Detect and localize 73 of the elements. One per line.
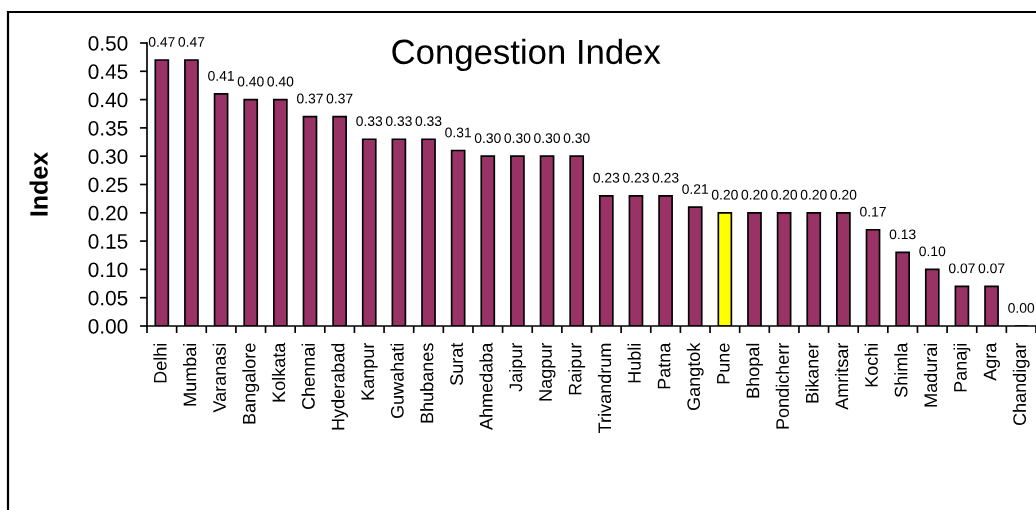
y-tick-label: 0.35 — [88, 120, 128, 136]
data-label: 0.17 — [860, 206, 886, 217]
data-label: 0.21 — [682, 184, 709, 194]
data-label: 0.07 — [978, 263, 1005, 274]
x-tick-label: Guwahati — [390, 343, 404, 419]
x-tick-label: Kochi — [864, 343, 878, 387]
data-label: 0.40 — [267, 76, 294, 87]
x-tick-label: Delhi — [153, 343, 167, 383]
x-tick-label: Chennai — [301, 343, 315, 409]
y-tick-label: 0.25 — [88, 177, 128, 193]
chart-title: Congestion Index — [392, 38, 661, 72]
x-tick-label: Hubli — [627, 343, 641, 383]
x-tick-label: Raipur — [568, 342, 586, 395]
x-tick-label: Shimla — [894, 342, 908, 398]
data-label: 0.20 — [741, 189, 768, 200]
x-tick-label: Agra — [983, 342, 1000, 381]
x-tick-label: Bikaner — [805, 342, 819, 403]
x-tick-label: Kanpur — [361, 342, 378, 400]
x-tick-label: Ahmedaba — [479, 342, 493, 430]
x-tick-label: Pune — [717, 343, 730, 384]
y-tick-label: 0.45 — [88, 64, 128, 80]
data-label: 0.23 — [652, 172, 679, 183]
x-tick-label: Pondicherr — [775, 342, 789, 429]
data-label: 0.47 — [178, 36, 205, 47]
x-tick-label: Mumbai — [183, 343, 197, 406]
data-label: 0.23 — [593, 172, 620, 183]
data-label: 0.37 — [297, 93, 323, 104]
data-label: 0.20 — [711, 189, 738, 200]
data-label: 0.33 — [356, 116, 383, 127]
x-tick-label: Bangalore — [242, 343, 260, 424]
data-label: 0.23 — [622, 172, 649, 183]
data-label: 0.07 — [948, 263, 975, 274]
data-label: 0.20 — [830, 189, 857, 200]
y-axis-title: Index — [29, 152, 48, 216]
data-label: 0.41 — [208, 70, 234, 81]
y-tick-label: 0.50 — [88, 36, 128, 51]
x-tick-label: Gangtok — [686, 342, 704, 411]
data-label: 0.20 — [771, 189, 798, 200]
x-tick-label: Varanasi — [212, 343, 226, 413]
y-tick-label: 0.20 — [88, 205, 128, 221]
data-label: 0.30 — [474, 133, 501, 144]
data-label: 0.37 — [326, 93, 353, 104]
x-tick-label: Trivandrum — [597, 343, 612, 433]
data-label: 0.00 — [1008, 303, 1035, 313]
y-tick-label: 0.05 — [88, 290, 128, 306]
data-label: 0.30 — [504, 133, 531, 144]
data-label: 0.30 — [563, 133, 590, 144]
x-tick-label: Madurai — [923, 343, 938, 407]
x-tick-label: Patna — [657, 342, 671, 389]
x-tick-label: Bhopal — [746, 343, 763, 398]
data-label: 0.33 — [415, 116, 442, 127]
data-label: 0.31 — [445, 127, 471, 138]
data-label: 0.33 — [385, 116, 412, 127]
x-tick-label: Jaipur — [509, 342, 526, 392]
data-label: 0.47 — [148, 36, 175, 47]
data-label: 0.13 — [889, 229, 916, 240]
y-tick-label: 0.30 — [88, 149, 128, 164]
y-tick-label: 0.00 — [88, 319, 128, 334]
y-tick-label: 0.40 — [88, 92, 128, 108]
y-tick-label: 0.15 — [88, 234, 128, 249]
x-tick-label: Hyderabad — [331, 343, 349, 430]
x-tick-label: Panaji — [953, 343, 971, 392]
data-label: 0.10 — [919, 246, 946, 257]
y-tick-label: 0.10 — [88, 262, 128, 278]
x-tick-label: Kolkata — [271, 342, 286, 402]
x-tick-label: Amritsar — [834, 342, 849, 410]
data-label: 0.20 — [800, 189, 827, 200]
data-label: 0.40 — [237, 76, 264, 87]
x-tick-label: Bhubanes — [420, 343, 434, 423]
x-tick-label: Surat — [450, 342, 463, 385]
data-label: 0.30 — [534, 133, 561, 144]
x-tick-label: Chandigar — [1012, 342, 1030, 426]
x-tick-label: Nagpur — [539, 342, 556, 401]
